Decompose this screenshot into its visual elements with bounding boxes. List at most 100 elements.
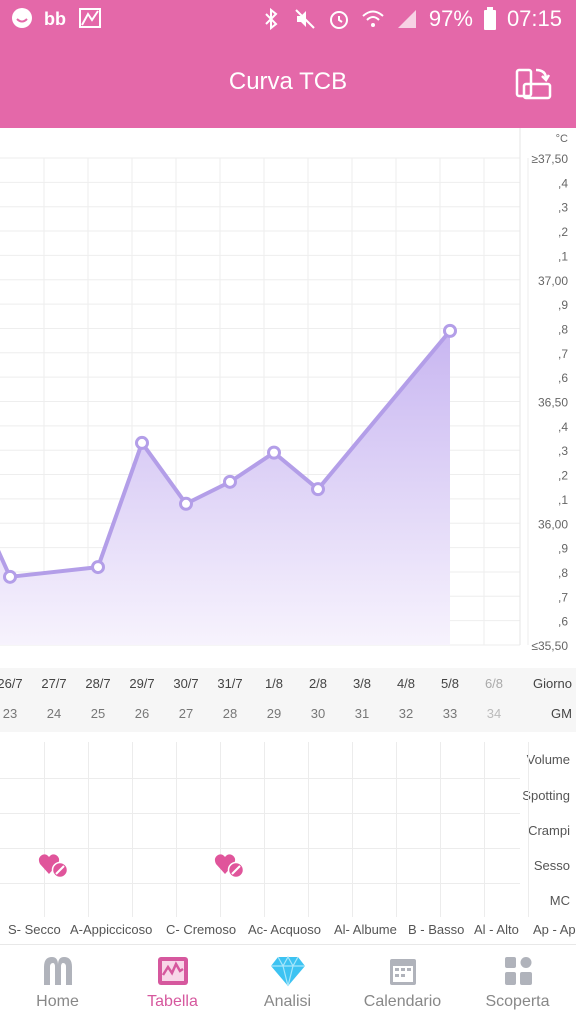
bb-notification-icon: bb xyxy=(44,9,66,29)
nav-scoperta[interactable]: Scoperta xyxy=(460,945,575,1025)
legend-item: C- Cremoso xyxy=(166,922,237,937)
day-date-label[interactable]: 4/8 xyxy=(396,676,416,691)
cycle-day-row-label: GM xyxy=(551,706,572,721)
temperature-point xyxy=(91,560,105,575)
nav-scoperta-label: Scoperta xyxy=(485,993,550,1010)
nav-tabella[interactable]: Tabella xyxy=(115,945,230,1025)
day-date-label[interactable]: 6/8 xyxy=(484,676,504,691)
cycle-day-label: 29 xyxy=(266,706,282,721)
day-date-label[interactable]: 26/7 xyxy=(0,676,23,691)
alarm-icon xyxy=(329,11,348,29)
symptom-row-label: Sesso xyxy=(533,858,570,873)
day-date-label[interactable]: 28/7 xyxy=(85,676,111,691)
day-date-label[interactable]: 2/8 xyxy=(308,676,328,691)
legend-item: Ac- Acquoso xyxy=(248,922,321,937)
temperature-point xyxy=(223,474,237,489)
app-bar: Curva TCB xyxy=(0,38,576,128)
cycle-day-label: 26 xyxy=(134,706,150,721)
y-tick-label: ,8 xyxy=(558,566,568,580)
battery-icon xyxy=(483,7,496,30)
day-column-divider xyxy=(176,742,177,917)
calendar-icon xyxy=(390,959,416,985)
temperature-area xyxy=(0,330,450,645)
page-title: Curva TCB xyxy=(228,68,348,95)
y-tick-label: ,9 xyxy=(558,542,568,556)
cycle-day-label: 27 xyxy=(178,706,194,721)
legend-item: Al - Alto xyxy=(474,922,519,937)
chart-icon xyxy=(158,957,188,985)
symptom-row-label: Volume xyxy=(526,752,570,767)
day-column-divider xyxy=(484,742,485,917)
symptom-row-divider xyxy=(0,813,520,814)
day-column-divider xyxy=(264,742,265,917)
nav-tabella-label: Tabella xyxy=(147,993,198,1010)
nav-calendario[interactable]: Calendario xyxy=(345,945,460,1025)
y-tick-label: ,7 xyxy=(558,347,568,361)
legend-item: Ap - Ap xyxy=(533,922,576,937)
day-date-label[interactable]: 29/7 xyxy=(129,676,155,691)
day-column-divider xyxy=(528,742,529,917)
cycle-day-label: 32 xyxy=(398,706,414,721)
day-date-label[interactable]: 31/7 xyxy=(217,676,243,691)
y-tick-label: ,3 xyxy=(558,444,568,458)
cycle-day-label: 34 xyxy=(486,706,502,721)
y-tick-label: ,7 xyxy=(558,590,568,604)
day-date-label[interactable]: 30/7 xyxy=(173,676,199,691)
status-bar: bb 97% 07:15 xyxy=(0,0,576,38)
symptom-row-divider xyxy=(0,778,520,779)
y-tick-label: ,2 xyxy=(558,469,568,483)
y-tick-label: ,8 xyxy=(558,322,568,336)
day-column-divider xyxy=(132,742,133,917)
y-tick-label: 36,50 xyxy=(538,396,568,410)
symptom-row-divider xyxy=(0,883,520,884)
svg-text:bb: bb xyxy=(44,9,66,29)
emoji-notification-icon xyxy=(12,8,32,28)
day-column-divider xyxy=(308,742,309,917)
day-date-label[interactable]: 27/7 xyxy=(41,676,67,691)
legend-item: A-Appiccicoso xyxy=(70,922,153,937)
gallery-notification-icon xyxy=(79,8,101,28)
y-tick-label: ,4 xyxy=(558,176,568,190)
day-column-divider xyxy=(352,742,353,917)
y-tick-label: ,1 xyxy=(558,493,568,507)
day-column-divider xyxy=(44,742,45,917)
cycle-day-label: 25 xyxy=(90,706,106,721)
legend-item: S- Secco xyxy=(8,922,61,937)
diamond-icon xyxy=(271,955,305,987)
nav-calendario-label: Calendario xyxy=(363,993,442,1010)
nav-home-label: Home xyxy=(36,993,79,1010)
cycle-day-label: 30 xyxy=(310,706,326,721)
day-column-divider xyxy=(220,742,221,917)
mute-icon xyxy=(295,9,315,29)
bbt-curve-svg[interactable]: ≥37,50 ,4 ,3 ,2 ,1 37,00 ,9 ,8 ,7 ,6 36,50 ,4 ,3 ,2 ,1… xyxy=(0,128,576,668)
y-tick-label: ,4 xyxy=(558,420,568,434)
rotate-screen-icon[interactable] xyxy=(514,64,552,102)
day-column-divider xyxy=(440,742,441,917)
nav-home[interactable]: Home xyxy=(0,945,115,1025)
cycle-day-label: 31 xyxy=(354,706,370,721)
symptoms-grid[interactable]: Volume Spotting Crampi Sesso MC xyxy=(0,742,576,917)
day-date-label[interactable]: 3/8 xyxy=(352,676,372,691)
y-unit-label: °C xyxy=(556,133,568,145)
symptom-row-label: Spotting xyxy=(522,788,570,803)
temperature-chart[interactable]: ≥37,50 ,4 ,3 ,2 ,1 37,00 ,9 ,8 ,7 ,6 36,50 ,4 ,3 ,2 ,1… xyxy=(0,128,576,668)
symptom-row-label: MC xyxy=(549,893,570,908)
bluetooth-icon xyxy=(265,7,278,31)
y-tick-label: ≤35,50 xyxy=(531,639,568,653)
heart-pill-icon[interactable] xyxy=(214,852,246,880)
wifi-icon xyxy=(362,10,384,27)
discover-icon xyxy=(505,957,532,985)
nav-analisi[interactable]: Analisi xyxy=(230,945,345,1025)
y-tick-label: ,6 xyxy=(558,615,568,629)
day-date-label[interactable]: 5/8 xyxy=(440,676,460,691)
temperature-point xyxy=(267,445,281,460)
temperature-point xyxy=(179,496,193,511)
y-tick-label: 36,00 xyxy=(538,517,568,531)
day-strip[interactable]: Giorno GM 26/7 23 27/7 24 28/7 25 29/7 26 30/7 27… xyxy=(0,668,576,732)
temperature-point xyxy=(3,569,17,584)
heart-pill-icon[interactable] xyxy=(38,852,70,880)
temperature-point xyxy=(311,482,325,497)
legend-item: Al- Albume xyxy=(334,922,397,937)
temperature-point xyxy=(443,323,457,338)
day-date-label[interactable]: 1/8 xyxy=(264,676,284,691)
